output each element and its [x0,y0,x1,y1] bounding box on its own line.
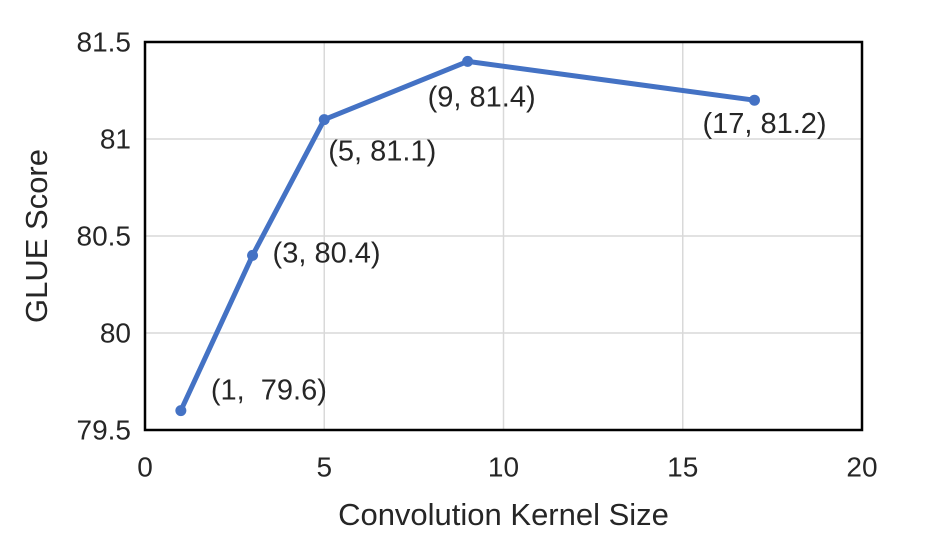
x-axis-title: Convolution Kernel Size [338,497,669,532]
x-tick-label: 5 [316,452,332,483]
data-point-marker [175,405,187,417]
data-point-label: (5, 81.1) [328,136,436,168]
x-tick-label: 10 [488,452,519,483]
data-point-marker [462,55,474,67]
y-axis-title: GLUE Score [19,149,54,324]
y-tick-label: 80 [100,318,131,349]
plot-border [143,40,864,432]
x-tick-label: 0 [137,452,153,483]
y-tick-label: 79.5 [77,415,132,446]
y-tick-label: 80.5 [77,221,132,252]
data-point-label: (9, 81.4) [428,81,536,113]
data-point-marker [748,94,760,106]
y-tick-label: 81.5 [77,27,132,58]
data-point-marker [318,114,330,126]
data-point-label: (17, 81.2) [702,108,826,140]
data-point-label: (1, 79.6) [211,375,327,407]
y-tick-label: 81 [100,124,131,155]
x-tick-label: 15 [667,452,698,483]
data-point-label: (3, 80.4) [273,237,381,269]
data-point-marker [247,249,259,261]
x-tick-label: 20 [846,452,877,483]
